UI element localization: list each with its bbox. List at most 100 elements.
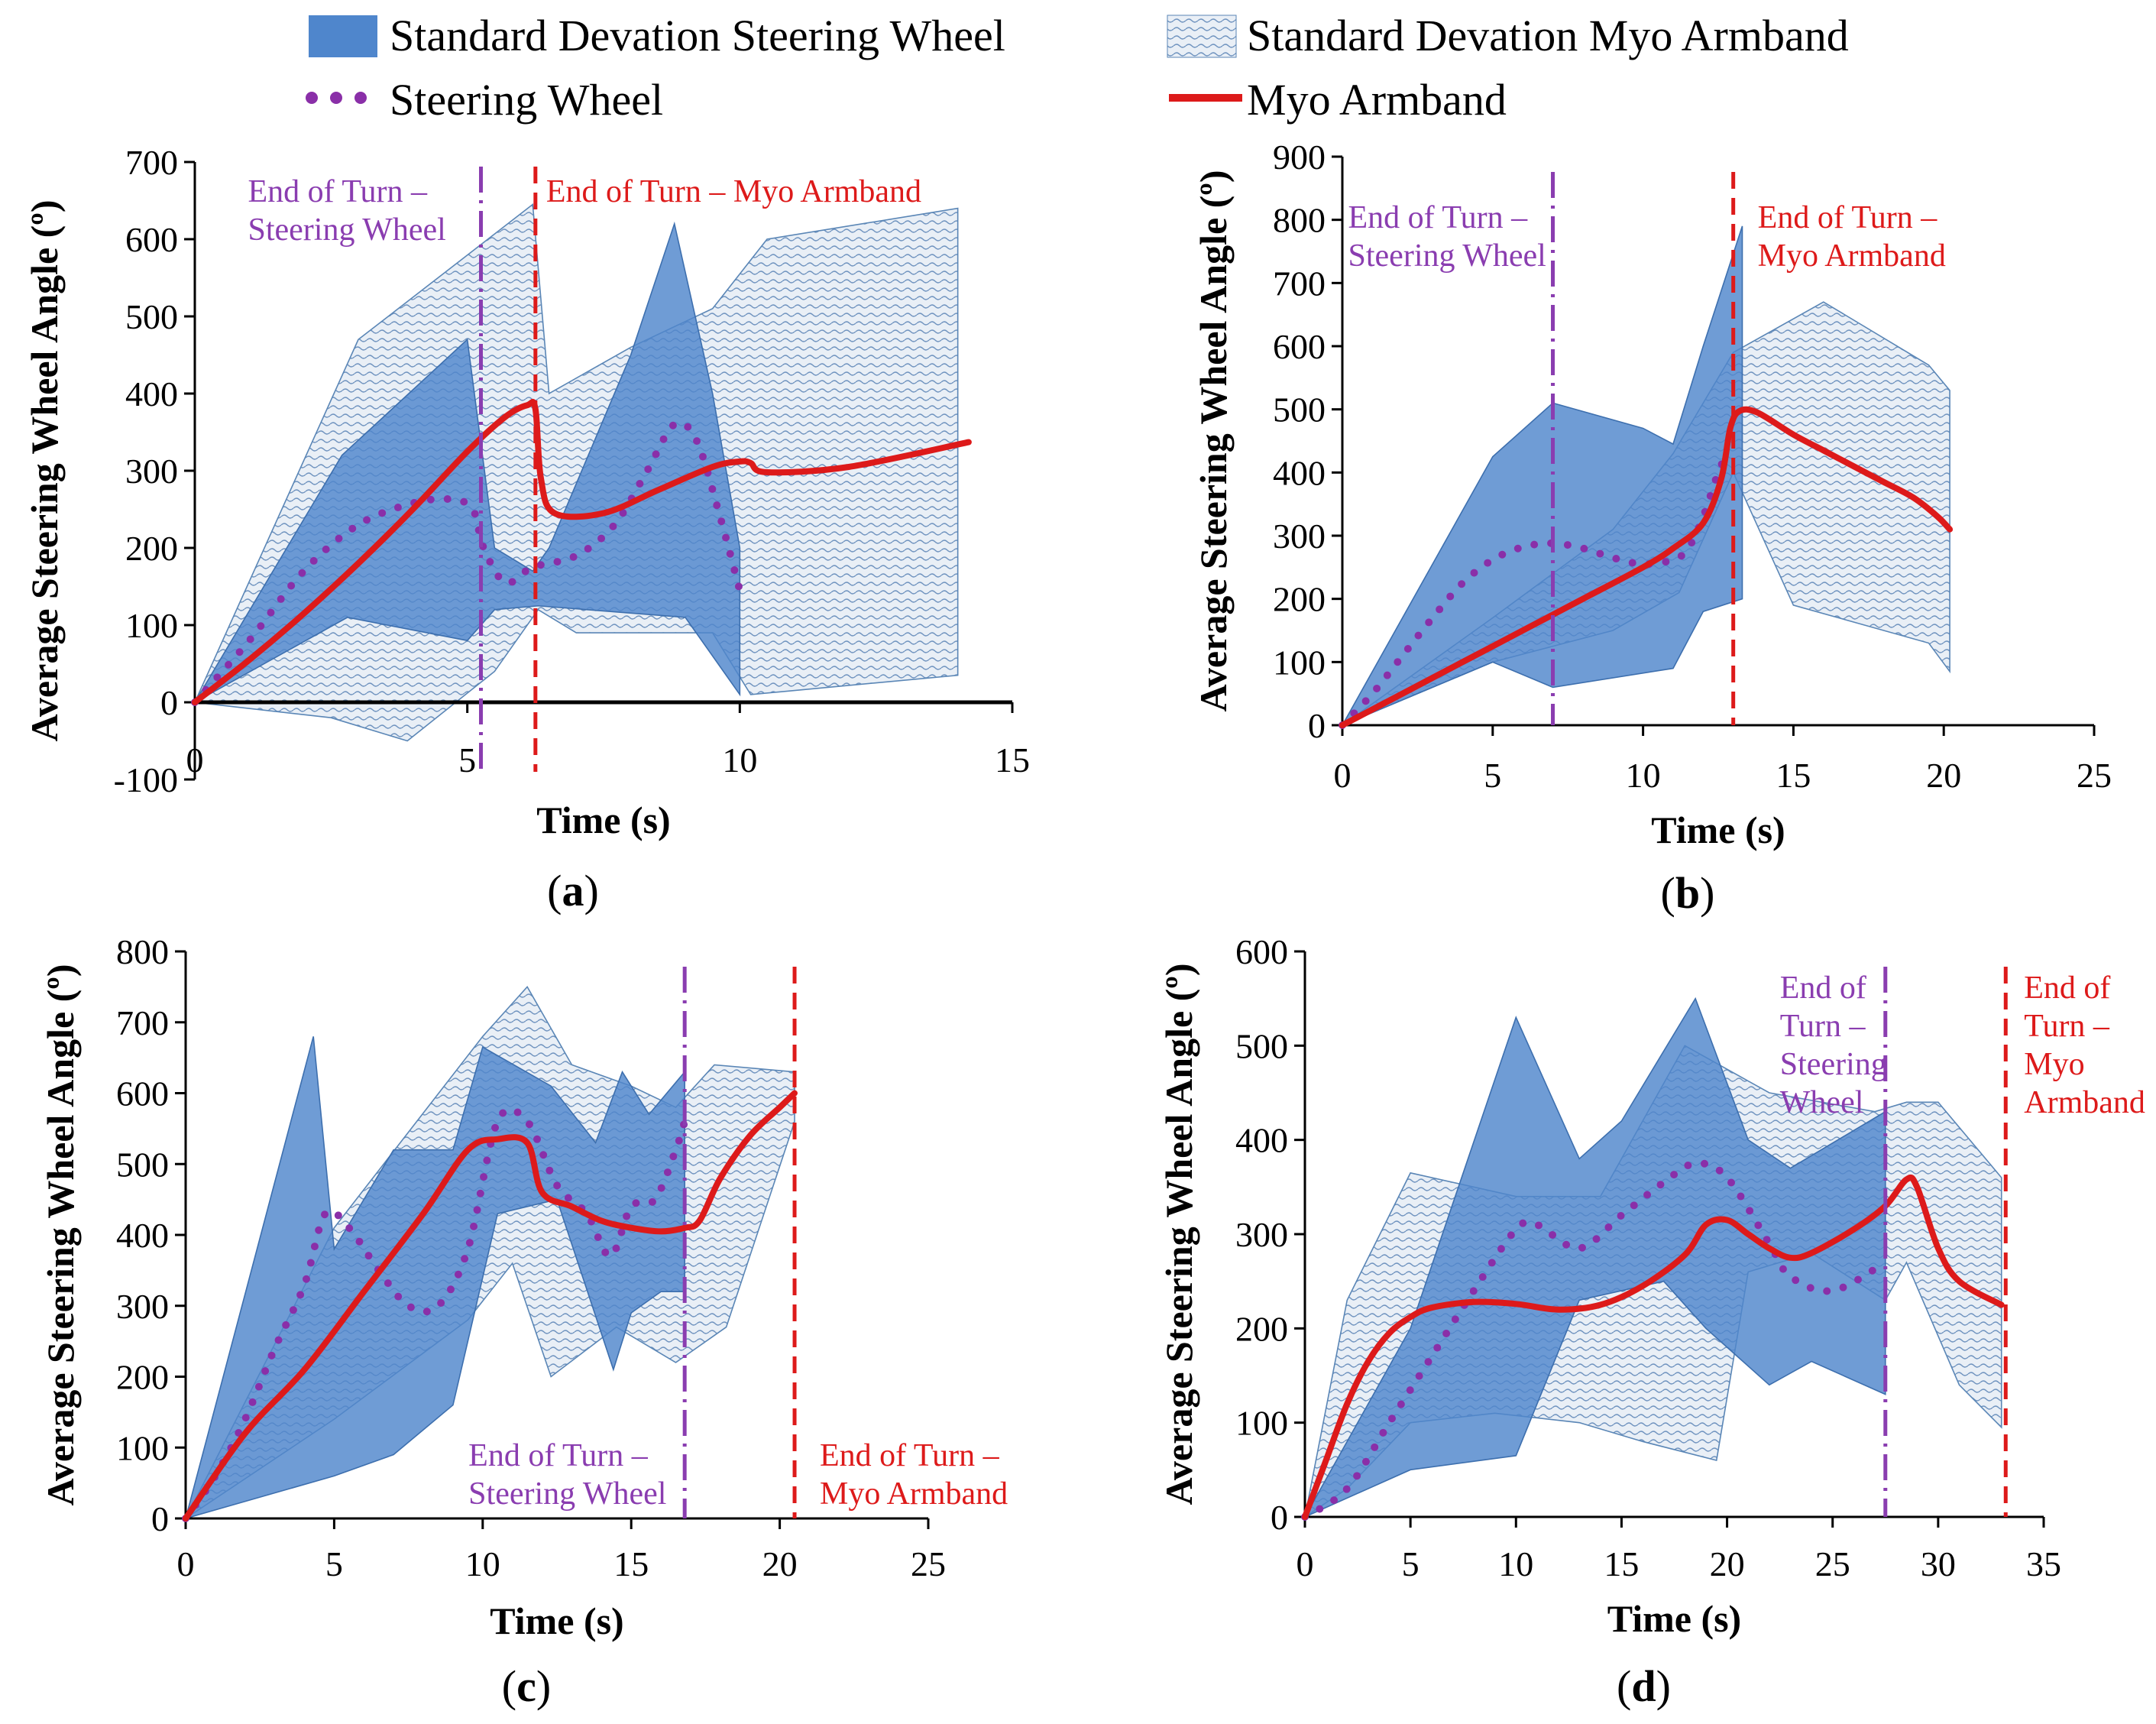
legend-swatch-std-myo [1167, 15, 1237, 58]
panel-b-y-tick-label: 100 [1273, 643, 1326, 682]
panel-b-annotation-steering: End of Turn – [1348, 200, 1529, 235]
panel-d-annotation-steering: Turn – [1780, 1009, 1866, 1044]
legend-swatch-steering [306, 92, 367, 104]
panel-b-y-axis-title: Average Steering Wheel Angle (º) [1192, 170, 1235, 712]
panel-c-y-tick-label: 800 [116, 932, 169, 971]
panel-a-myo-armband-line [192, 399, 972, 705]
panel-a-y-tick-label: 400 [125, 374, 178, 413]
panel-a-y-tick-label: -100 [114, 760, 178, 799]
panel-c-x-tick-label: 5 [325, 1544, 343, 1583]
panel-a-x-tick-label: 0 [186, 740, 204, 779]
panel-d-y-tick-label: 400 [1235, 1121, 1288, 1160]
panel-a-y-tick-label: 700 [125, 143, 178, 182]
panel-b-x-tick-label: 0 [1334, 756, 1352, 795]
panel-a-std-myo-band [193, 203, 959, 742]
panel-d-label: (d) [1617, 1661, 1671, 1711]
panel-b-x-tick-label: 15 [1776, 756, 1811, 795]
panel-a-annotation-steering: End of Turn – [248, 174, 429, 209]
panel-b-annotation-steering: Steering Wheel [1348, 238, 1546, 274]
legend-label-std-steering: Standard Devation Steering Wheel [390, 11, 1005, 60]
panel-b-x-tick-label: 20 [1926, 756, 1961, 795]
panel-d-x-tick-label: 30 [1921, 1544, 1956, 1583]
panel-c-annotation-myo: End of Turn – [820, 1438, 1000, 1473]
panel-c-y-tick-label: 100 [116, 1428, 169, 1467]
panel-b-x-tick-label: 25 [2077, 756, 2112, 795]
panel-b-annotation-myo: End of Turn – [1758, 200, 1938, 235]
panel-c-steering-wheel-line [182, 1105, 689, 1522]
panel-b-x-tick-label: 10 [1626, 756, 1661, 795]
panel-c-y-tick-label: 0 [151, 1499, 169, 1538]
legend-myo: Myo Armband [1169, 75, 1507, 125]
panel-d-x-tick-label: 35 [2026, 1544, 2061, 1583]
panel-d-y-axis-title: Average Steering Wheel Angle (º) [1157, 964, 1200, 1505]
panel-d-x-tick-label: 0 [1297, 1544, 1314, 1583]
panel-c-x-tick-label: 25 [911, 1544, 946, 1583]
panel-a-y-tick-label: 0 [160, 683, 178, 722]
panel-a-x-tick-label: 5 [458, 740, 476, 779]
legend-label-steering: Steering Wheel [390, 75, 663, 125]
panel-a-label: (a) [547, 866, 599, 915]
panel-d-y-tick-label: 0 [1271, 1498, 1288, 1537]
panel-a-std-steering-band [193, 221, 741, 705]
panel-c-y-tick-label: 600 [116, 1074, 169, 1113]
legend-std-steering: Standard Devation Steering Wheel [309, 11, 1005, 60]
panel-d-x-tick-label: 5 [1402, 1544, 1420, 1583]
panel-a-y-tick-label: 600 [125, 220, 178, 259]
legend: Standard Devation Steering Wheel Standar… [306, 11, 1849, 125]
panel-b-y-tick-label: 900 [1273, 138, 1326, 177]
panel-d-x-tick-label: 20 [1710, 1544, 1745, 1583]
panel-a-y-tick-label: 200 [125, 529, 178, 568]
panel-c-x-tick-label: 15 [613, 1544, 649, 1583]
panel-d-y-tick-label: 600 [1235, 932, 1288, 971]
panel-b-annotation-myo: Myo Armband [1758, 238, 1946, 274]
panel-d-x-tick-label: 15 [1604, 1544, 1639, 1583]
panel-a-y-axis-title: Average Steering Wheel Angle (º) [23, 200, 66, 742]
panel-c-y-tick-label: 500 [116, 1145, 169, 1184]
legend-label-myo: Myo Armband [1247, 75, 1507, 125]
panel-d-annotation-steering: Wheel [1780, 1085, 1864, 1120]
panel-b-y-tick-label: 700 [1273, 264, 1326, 303]
panel-b-x-axis-title: Time (s) [1651, 809, 1785, 851]
panel-c-annotation-steering: Steering Wheel [468, 1476, 666, 1512]
panel-a-x-axis-title: Time (s) [536, 799, 670, 841]
panel-d-y-tick-label: 300 [1235, 1215, 1288, 1254]
panel-c-y-axis-title: Average Steering Wheel Angle (º) [39, 964, 82, 1506]
panel-d-annotation-myo: End of [2024, 971, 2110, 1006]
panel-d-annotation-steering: Steering [1780, 1047, 1887, 1082]
panel-c-x-tick-label: 10 [465, 1544, 500, 1583]
panel-d-myo-armband-line [1302, 1174, 2005, 1520]
panel-b-label: (b) [1661, 868, 1715, 918]
panel-a-annotation-myo: End of Turn – Myo Armband [546, 174, 921, 209]
panel-c-annotation-myo: Myo Armband [820, 1476, 1008, 1512]
panel-c-annotation-steering: End of Turn – [468, 1438, 649, 1473]
panel-b-myo-armband-line [1339, 406, 1954, 728]
panel-c-y-tick-label: 300 [116, 1287, 169, 1326]
legend-std-myo: Standard Devation Myo Armband [1167, 11, 1849, 60]
panel-c-y-tick-label: 400 [116, 1216, 169, 1255]
panel-b-y-tick-label: 500 [1273, 390, 1326, 429]
panel-b-x-tick-label: 5 [1484, 756, 1501, 795]
panel-d-annotation-myo: Armband [2024, 1085, 2145, 1120]
panel-a-x-tick-label: 15 [995, 740, 1030, 779]
panel-c-x-tick-label: 20 [762, 1544, 798, 1583]
panel-b-y-tick-label: 0 [1308, 706, 1326, 745]
panel-d-annotation-steering: End of [1780, 971, 1866, 1006]
panel-c-y-tick-label: 200 [116, 1358, 169, 1397]
legend-steering: Steering Wheel [306, 75, 663, 125]
legend-label-std-myo: Standard Devation Myo Armband [1247, 11, 1849, 60]
panel-c-label: (c) [502, 1661, 551, 1711]
panel-d-x-axis-title: Time (s) [1607, 1597, 1741, 1640]
legend-swatch-std-steering [309, 15, 377, 57]
panel-c-x-tick-label: 0 [177, 1544, 195, 1583]
panel-d-x-tick-label: 25 [1815, 1544, 1850, 1583]
panel-a-y-tick-label: 300 [125, 452, 178, 491]
panel-d-annotation-myo: Myo [2024, 1047, 2084, 1082]
panel-b-y-tick-label: 200 [1273, 580, 1326, 619]
panel-a-x-tick-label: 10 [722, 740, 757, 779]
panel-c-y-tick-label: 700 [116, 1003, 169, 1042]
panel-d-annotation-myo: Turn – [2024, 1009, 2110, 1044]
panel-d-x-tick-label: 10 [1498, 1544, 1533, 1583]
